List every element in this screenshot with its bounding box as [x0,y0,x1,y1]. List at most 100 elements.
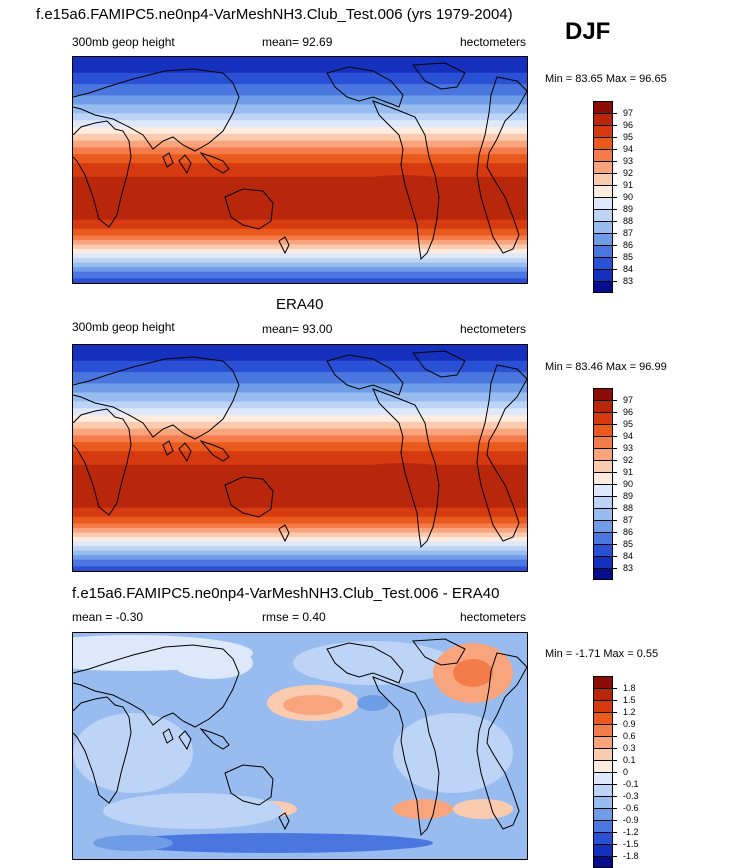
colorbar-tick [613,137,617,138]
contour-band [73,219,527,230]
contour-band [73,435,527,444]
colorbar-tick [613,820,617,821]
colorbar-swatch [593,412,613,424]
coastline [372,388,440,549]
colorbar-tick-label: 84 [623,264,634,274]
colorbar-tick-label: 0.3 [623,743,636,753]
colorbar-tick-label: -1.2 [623,827,639,837]
colorbar-tick [613,724,617,725]
coastline [278,812,290,831]
colorbar-swatch [593,832,613,844]
map-svg [73,57,527,283]
colorbar-tick-label: 85 [623,539,634,549]
colorbar-tick-label: 1.5 [623,695,636,705]
colorbar-tick-label: 92 [623,168,634,178]
colorbar-swatch [593,496,613,508]
colorbar-tick-label: 1.2 [623,707,636,717]
contour-region [453,659,493,687]
panel3-mean-label: mean = -0.30 [72,610,144,624]
contour-band [73,163,527,178]
colorbar-tick-label: 94 [623,144,634,154]
panel2-mean-label: mean= 93.00 [262,322,333,336]
colorbar-tick [613,736,617,737]
colorbar-swatch [593,688,613,700]
coastline [73,696,132,804]
colorbar-swatch [593,856,613,868]
colorbar-tick [613,436,617,437]
colorbar-frame [593,101,613,293]
colorbar-swatch [593,796,613,808]
colorbar-tick-label: 0.9 [623,719,636,729]
coastline [73,408,132,516]
colorbar-tick [613,448,617,449]
contour-band [73,383,527,394]
contour-band [73,528,527,534]
coastline [476,652,527,830]
coastline [412,350,466,378]
contour-band [73,550,527,557]
panel3-map [72,632,528,860]
coastline [178,442,192,463]
coastline [162,152,174,168]
colorbar-tick [613,233,617,234]
colorbar-tick-label: -0.1 [623,779,639,789]
colorbar-tick-label: 86 [623,527,634,537]
coastline [326,642,404,684]
colorbar-tick-label: 93 [623,156,634,166]
contour-band [73,507,527,518]
colorbar-tick-label: 95 [623,132,634,142]
contour-band [73,127,527,135]
panel3-rmse-label: rmse = 0.40 [262,610,326,624]
contour-band [73,267,527,273]
contour-band [73,559,527,568]
colorbar-tick [613,484,617,485]
contour-region [113,833,433,853]
contour-band [73,154,527,165]
colorbar-swatch [593,173,613,185]
colorbar-tick [613,281,617,282]
colorbar-tick-label: -0.3 [623,791,639,801]
colorbar-tick-label: 89 [623,204,634,214]
colorbar-swatch [593,808,613,820]
coastline [178,154,192,175]
panel1-title: f.e15a6.FAMIPC5.ne0np4-VarMeshNH3.Club_T… [36,6,513,23]
colorbar-swatch [593,508,613,520]
colorbar-tick-label: 97 [623,395,634,405]
contour-band [73,228,527,237]
panel1-map [72,56,528,284]
colorbar-swatch [593,772,613,784]
panel3-title: f.e15a6.FAMIPC5.ne0np4-VarMeshNH3.Club_T… [72,585,500,602]
colorbar-tick-label: 88 [623,216,634,226]
colorbar-tick [613,784,617,785]
colorbar-tick-label: 90 [623,192,634,202]
contour-region [393,799,453,819]
colorbar-tick-label: -1.8 [623,851,639,861]
panel3-units-label: hectometers [460,610,527,624]
contour-band [73,120,527,129]
coastline [199,727,230,750]
contour-band [73,84,527,97]
panel2-units-label: hectometers [460,322,527,336]
contour-region [393,713,513,793]
contour-band [73,451,527,466]
contour-band [73,95,527,106]
contour-band [73,372,527,385]
colorbar-tick-label: -0.9 [623,815,639,825]
colorbar-swatch [593,712,613,724]
colorbar-tick-label: 84 [623,551,634,561]
colorbar-swatch [593,532,613,544]
contour-region [357,695,389,711]
contour-band [73,421,527,430]
colorbar-tick [613,496,617,497]
colorbar-tick [613,269,617,270]
contour-band [73,244,527,251]
panel1-units-label: hectometers [460,35,527,49]
season-label: DJF [565,18,611,45]
coastline [73,644,240,728]
contour-band [73,57,527,74]
coastline [73,68,240,152]
contour-region [73,713,193,793]
colorbar-tick [613,209,617,210]
colorbar-tick [613,424,617,425]
colorbar-swatch [593,556,613,568]
